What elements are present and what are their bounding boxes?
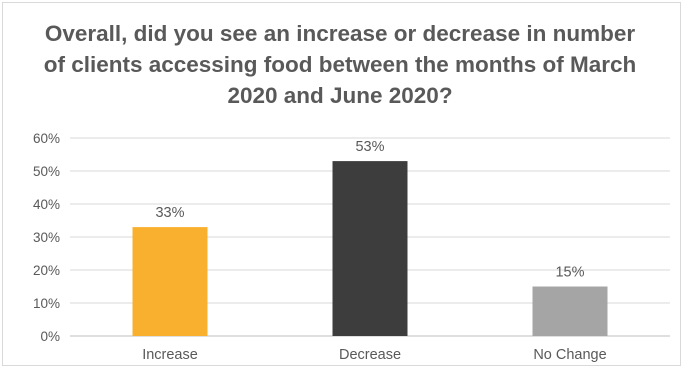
y-tick-label: 0%	[40, 329, 60, 344]
data-label: 53%	[355, 139, 384, 155]
y-tick-label: 50%	[33, 164, 60, 179]
x-axis: Increase Decrease No Change	[142, 347, 606, 363]
data-label: 15%	[555, 265, 584, 281]
data-labels: 33% 53% 15%	[155, 139, 584, 280]
y-tick-label: 60%	[33, 131, 60, 146]
y-tick-label: 20%	[33, 263, 60, 278]
bars	[132, 161, 608, 336]
x-tick-label: Decrease	[339, 347, 401, 363]
y-tick-label: 40%	[33, 197, 60, 212]
x-tick-label: No Change	[533, 347, 606, 363]
y-axis: 0% 10% 20% 30% 40% 50% 60%	[33, 131, 60, 344]
data-label: 33%	[155, 205, 184, 221]
x-tick-label: Increase	[142, 347, 198, 363]
y-tick-label: 10%	[33, 296, 60, 311]
bar-no-change	[532, 286, 608, 336]
y-tick-label: 30%	[33, 230, 60, 245]
bar-decrease	[332, 161, 408, 336]
chart-frame	[2, 2, 681, 366]
bar-increase	[132, 227, 208, 336]
chart-title: Overall, did you see an increase or decr…	[43, 21, 637, 108]
